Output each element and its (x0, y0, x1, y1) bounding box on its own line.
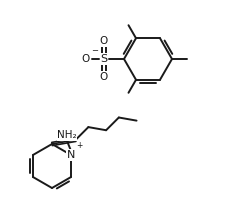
Text: S: S (100, 54, 108, 64)
Text: O: O (100, 36, 108, 46)
Text: N: N (67, 150, 75, 160)
Text: NH₂: NH₂ (57, 130, 77, 140)
Text: +: + (76, 141, 82, 150)
Text: −: − (91, 46, 98, 55)
Text: O: O (82, 54, 90, 64)
Text: O: O (100, 72, 108, 82)
